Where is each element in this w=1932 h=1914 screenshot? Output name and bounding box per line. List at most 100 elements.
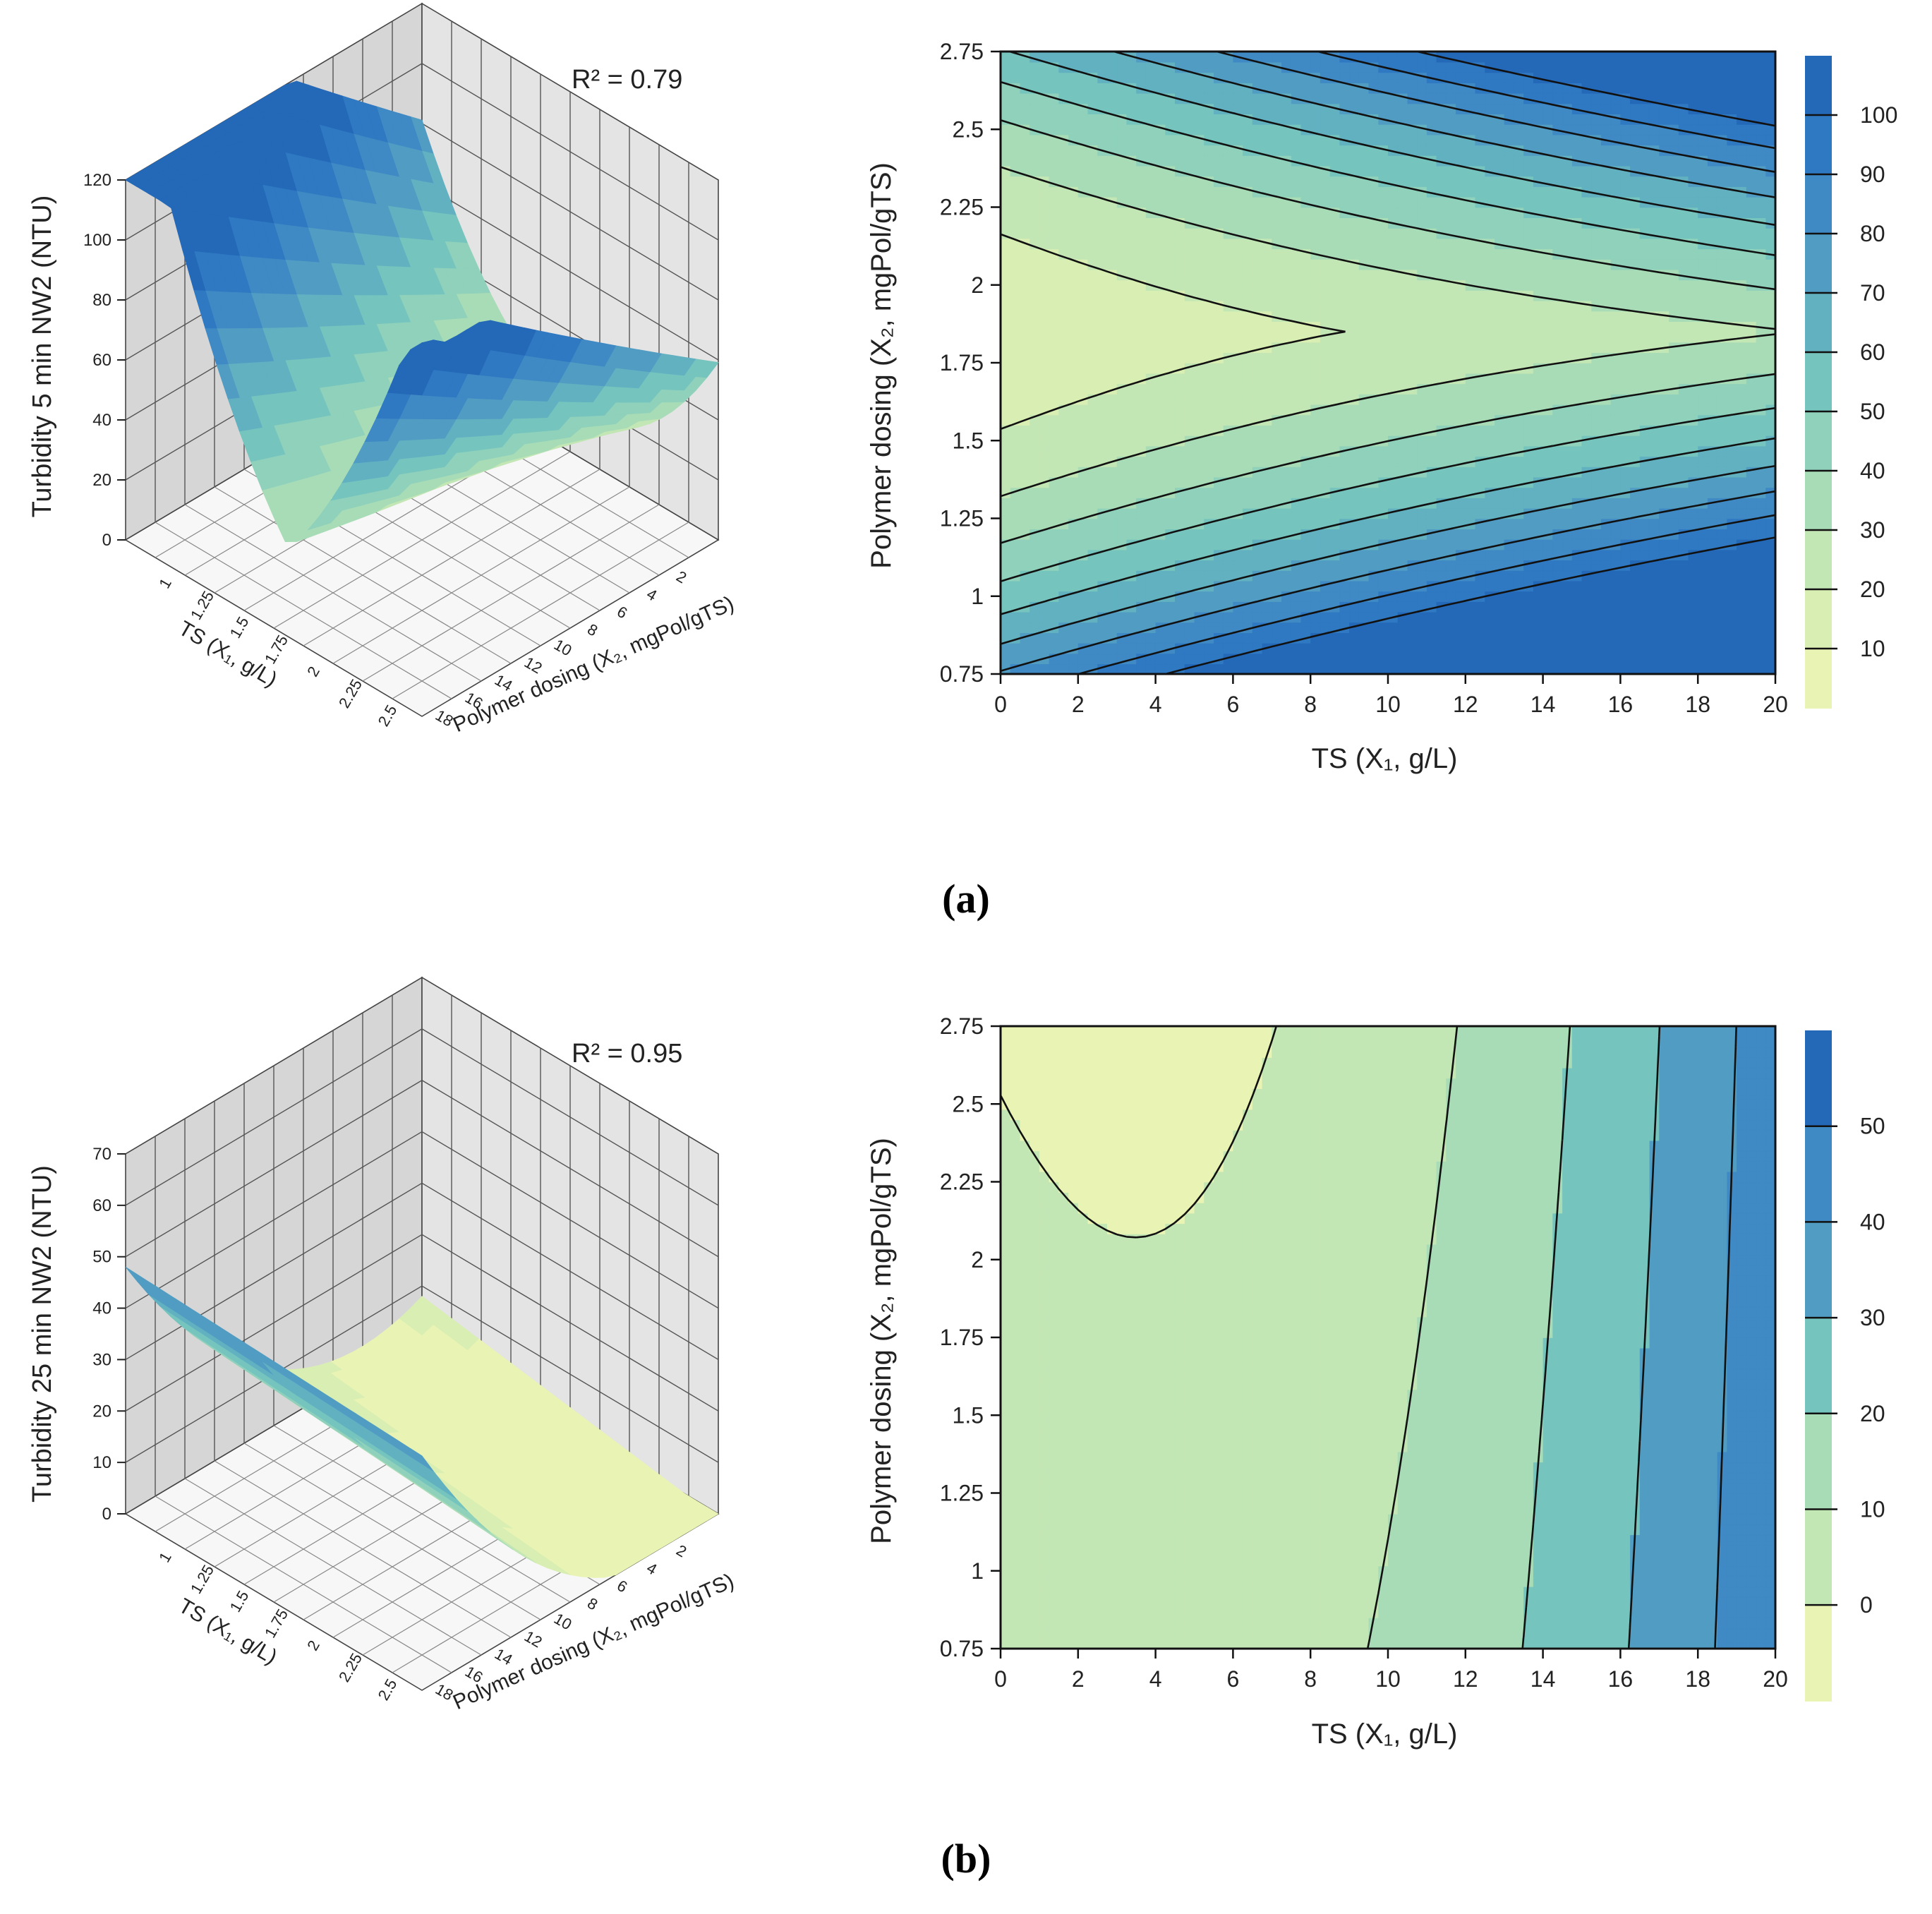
contour-cell — [1456, 622, 1466, 634]
contour-cell — [1126, 311, 1137, 323]
contour-cell — [1010, 176, 1021, 187]
contour-cell — [1204, 279, 1214, 291]
contour-cell — [1485, 446, 1495, 457]
contour-cell — [1427, 519, 1437, 530]
contour-cell — [1272, 207, 1282, 219]
contour-cell — [1272, 279, 1282, 291]
contour-cell — [1408, 228, 1418, 239]
contour-cell — [1359, 612, 1370, 623]
contour-cell — [1591, 404, 1602, 416]
contour-cell — [1630, 622, 1641, 634]
contour-cell — [1591, 425, 1602, 436]
contour-cell — [1669, 217, 1679, 229]
contour-cell — [1339, 239, 1350, 250]
contour-cell — [1010, 290, 1021, 301]
contour-cell — [1107, 435, 1118, 447]
contour-cell — [1359, 270, 1370, 281]
contour-cell — [1727, 228, 1737, 239]
contour-cell — [1727, 145, 1737, 156]
contour-cell — [1281, 663, 1292, 675]
contour-cell — [1156, 155, 1166, 167]
contour-cell — [1320, 425, 1331, 436]
contour-cell — [1523, 342, 1534, 354]
contour-cell — [1746, 622, 1757, 634]
contour-cell — [1058, 270, 1069, 281]
contour-cell — [1475, 612, 1486, 623]
contour-cell — [1591, 622, 1602, 634]
contour-cell — [1330, 477, 1341, 488]
contour-cell — [1446, 383, 1456, 395]
contour-cell — [1010, 228, 1021, 239]
contour-cell — [1591, 415, 1602, 426]
contour-cell — [1359, 166, 1370, 177]
contour-cell — [1659, 570, 1670, 582]
contour-cell — [1049, 601, 1060, 613]
contour-cell — [1224, 560, 1234, 571]
contour-cell — [1224, 612, 1234, 623]
contour-cell — [1630, 155, 1641, 167]
contour-cell — [1737, 456, 1747, 467]
contour-cell — [1446, 539, 1456, 550]
contour-cell — [1446, 415, 1456, 426]
contour-cell — [1010, 135, 1021, 146]
contour-cell — [1291, 311, 1302, 323]
contour-cell — [1339, 363, 1350, 374]
contour-cell — [1224, 601, 1234, 613]
contour-cell — [1533, 270, 1544, 281]
contour-cell — [1291, 435, 1302, 447]
contour-cell — [1117, 622, 1128, 634]
contour-cell — [1378, 654, 1389, 665]
contour-cell — [1630, 332, 1641, 343]
contour-cell — [1398, 654, 1408, 665]
contour-cell — [1310, 446, 1321, 457]
contour-cell — [1291, 467, 1302, 478]
contour-cell — [1378, 581, 1389, 592]
contour-cell — [1058, 332, 1069, 343]
contour-cell — [1224, 311, 1234, 323]
contour-cell — [1456, 663, 1466, 675]
contour-cell — [1689, 435, 1699, 447]
contour-cell — [1611, 321, 1622, 332]
contour-cell — [1224, 435, 1234, 447]
contour-cell — [1698, 352, 1708, 363]
contour-cell — [1552, 270, 1563, 281]
contour-cell — [1058, 498, 1069, 509]
contour-cell — [1504, 135, 1515, 146]
contour-cell — [1058, 321, 1069, 332]
contour-cell — [1156, 259, 1166, 270]
contour-cell — [1020, 373, 1031, 385]
contour-cell — [1175, 176, 1185, 187]
contour-cell — [1020, 612, 1031, 623]
contour-cell — [1001, 383, 1011, 395]
contour-cell — [1117, 124, 1128, 136]
contour-cell — [1078, 239, 1089, 250]
x-tick-label: 10 — [551, 636, 575, 660]
contour-cell — [1359, 248, 1370, 260]
contour-cell — [1030, 279, 1040, 291]
contour-cell — [1175, 342, 1185, 354]
contour-cell — [1320, 155, 1331, 167]
contour-cell — [1466, 332, 1476, 343]
contour-cell — [1523, 570, 1534, 582]
contour-cell — [1523, 601, 1534, 613]
contour-cell — [1146, 259, 1157, 270]
contour-cell — [1175, 239, 1185, 250]
contour-cell — [1650, 663, 1660, 675]
contour-cell — [1359, 487, 1370, 498]
contour-cell — [1708, 228, 1718, 239]
contour-cell — [1475, 550, 1486, 561]
contour-cell — [1611, 663, 1622, 675]
contour-cell — [1437, 301, 1447, 312]
contour-cell — [1001, 124, 1011, 136]
contour-cell — [1107, 519, 1118, 530]
contour-cell — [1398, 404, 1408, 416]
contour-cell — [1281, 228, 1292, 239]
contour-cell — [1582, 176, 1593, 187]
contour-cell — [1088, 529, 1099, 540]
contour-cell — [1224, 519, 1234, 530]
contour-cell — [1068, 435, 1079, 447]
contour-cell — [1010, 321, 1021, 332]
contour-cell — [1611, 290, 1622, 301]
contour-cell — [1689, 186, 1699, 198]
contour-cell — [1320, 383, 1331, 395]
